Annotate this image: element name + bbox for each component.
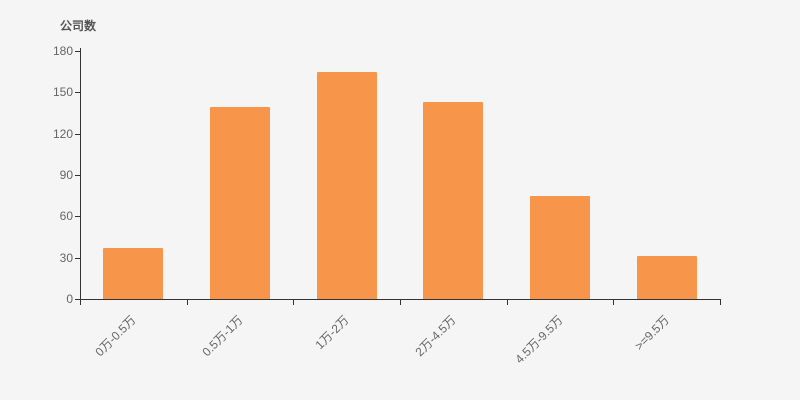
bar[interactable] [103,248,164,299]
bar[interactable] [530,195,590,299]
y-axis-tick [75,299,80,300]
x-axis-tick-label: 0万-0.5万 [92,312,139,360]
y-axis-tick [75,51,80,52]
x-axis-tick-label: 1万-2万 [312,312,352,353]
y-axis-tick-label: 150 [52,85,73,100]
y-axis-tick-label: 0 [66,292,73,306]
y-axis-tick-label: 180 [52,44,73,58]
x-axis-tick [613,300,615,305]
x-axis-tick [293,300,295,305]
y-axis-tick [75,175,80,176]
y-axis-tick [75,92,80,94]
y-axis-tick-label: 120 [52,126,73,141]
y-axis-tick-label: 90 [59,168,73,182]
y-axis-tick [75,257,80,259]
x-axis-tick-label: 0.5万-1万 [199,312,246,360]
y-axis-title: 公司数 [60,19,97,33]
y-axis-tick [75,216,80,218]
x-axis-line [80,299,721,300]
y-axis-tick-label: 60 [59,209,73,224]
bar[interactable] [316,71,377,299]
x-axis-tick [186,300,188,305]
bar[interactable] [210,107,270,299]
y-axis-tick [75,133,80,135]
x-axis-tick-label: 2万-4.5万 [412,312,459,360]
x-axis-tick-label: 4.5万-9.5万 [512,312,566,367]
x-axis-tick [80,300,81,305]
x-axis-tick [720,300,721,305]
bar[interactable] [423,101,484,299]
bar[interactable] [636,256,697,299]
y-axis-line [80,48,81,300]
x-axis-tick [400,300,401,305]
y-axis-tick-label: 30 [59,250,73,265]
x-axis-tick [506,300,508,305]
x-axis-tick-label: >=9.5万 [631,312,672,353]
